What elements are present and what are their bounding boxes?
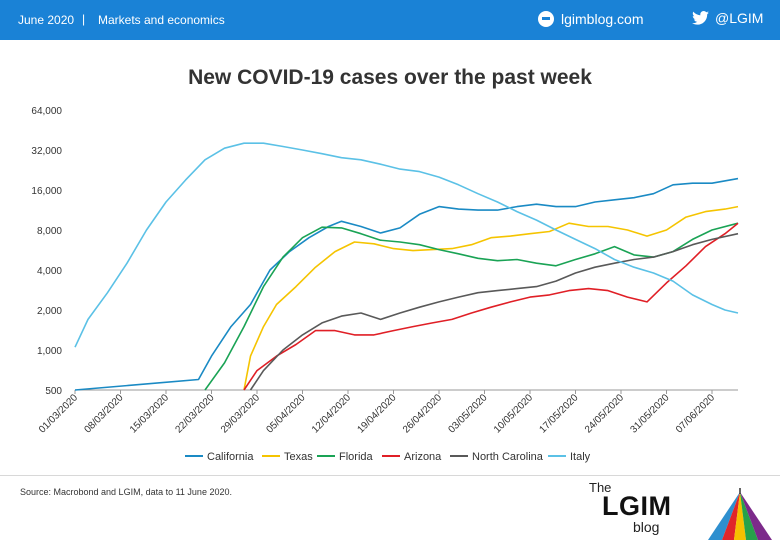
x-tick-label: 31/05/2020: [628, 392, 671, 435]
x-tick-label: 05/04/2020: [264, 392, 307, 435]
y-tick-label: 4,000: [37, 266, 62, 277]
logo-the: The: [589, 480, 612, 495]
series-line-arizona: [243, 222, 739, 391]
legend-label-texas: Texas: [284, 451, 313, 463]
header-bar: June 2020 | Markets and economics lgimbl…: [0, 0, 780, 40]
x-tick-label: 26/04/2020: [401, 392, 444, 435]
y-tick-label: 32,000: [31, 146, 62, 157]
legend-label-arizona: Arizona: [404, 451, 442, 463]
series-line-texas: [243, 205, 739, 391]
x-tick-label: 15/03/2020: [128, 392, 171, 435]
header-separator: |: [82, 12, 86, 26]
footer-divider: [0, 475, 780, 476]
site-link[interactable]: lgimblog.com: [538, 11, 643, 27]
legend-label-north-carolina: North Carolina: [472, 451, 544, 463]
twitter-link[interactable]: @LGIM: [692, 10, 763, 26]
y-tick-label: 64,000: [31, 106, 62, 117]
legend-label-italy: Italy: [570, 451, 591, 463]
x-tick-label: 19/04/2020: [355, 392, 398, 435]
series-line-north-carolina: [249, 232, 739, 391]
x-tick-label: 03/05/2020: [446, 392, 489, 435]
chart: 500 1,000 2,000 4,000 8,000 16,000 32,000 64,00…: [31, 106, 739, 463]
x-tick-label: 08/03/2020: [82, 392, 125, 435]
chart-title: New COVID-19 cases over the past week: [188, 66, 592, 89]
logo-blog: blog: [633, 519, 660, 535]
x-tick-label: 10/05/2020: [492, 392, 535, 435]
site-label: lgimblog.com: [561, 11, 644, 27]
y-tick-label: 16,000: [31, 186, 62, 197]
legend-label-california: California: [207, 451, 254, 463]
logo-lgim: LGIM: [602, 491, 672, 521]
header-section[interactable]: Markets and economics: [98, 13, 225, 27]
source-note: Source: Macrobond and LGIM, data to 11 J…: [20, 487, 232, 497]
legend-label-florida: Florida: [339, 451, 374, 463]
header-date: June 2020: [18, 13, 75, 27]
x-tick-label: 12/04/2020: [310, 392, 353, 435]
x-tick-label: 17/05/2020: [537, 392, 580, 435]
x-tick-label: 24/05/2020: [583, 392, 626, 435]
globe-icon: [538, 11, 554, 27]
x-tick-label: 22/03/2020: [173, 392, 216, 435]
twitter-icon: [692, 11, 709, 25]
y-tick-label: 1,000: [37, 346, 62, 357]
series-line-florida: [204, 222, 739, 391]
series-line-california: [74, 177, 739, 391]
series-line-italy: [74, 142, 739, 348]
y-tick-label: 500: [45, 386, 62, 397]
twitter-label: @LGIM: [715, 10, 764, 26]
x-tick-label: 29/03/2020: [219, 392, 262, 435]
umbrella-icon: [706, 488, 774, 540]
x-tick-label: 07/06/2020: [674, 392, 717, 435]
x-tick-label: 01/03/2020: [37, 392, 80, 435]
y-tick-label: 2,000: [37, 306, 62, 317]
y-tick-label: 8,000: [37, 226, 62, 237]
